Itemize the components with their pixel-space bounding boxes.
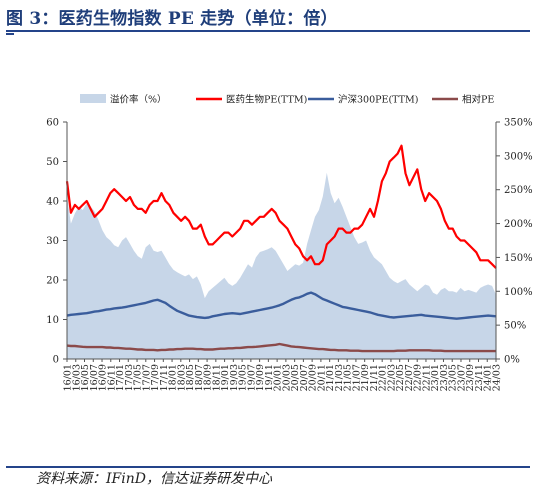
x-tick-label: 19/11	[264, 364, 275, 391]
x-tick-label: 23/05	[448, 364, 459, 391]
x-tick-label: 22/05	[395, 364, 406, 391]
x-tick-label: 20/03	[281, 364, 292, 391]
y-left-tick-label: 10	[46, 315, 59, 326]
x-tick-label: 17/03	[124, 364, 135, 391]
x-tick-label: 23/03	[439, 364, 450, 391]
x-tick-label: 22/11	[421, 364, 432, 391]
x-tick-label: 21/07	[351, 364, 362, 391]
y-right-tick-label: 50%	[504, 321, 526, 332]
x-tick-label: 22/01	[378, 364, 389, 391]
y-left-tick-label: 60	[46, 118, 59, 129]
x-tick-label: 22/03	[386, 364, 397, 391]
series-line-1	[65, 144, 497, 269]
x-tick-label: 20/07	[299, 364, 310, 391]
series-area-0	[67, 172, 496, 359]
x-tick-label: 18/05	[185, 364, 196, 391]
x-tick-label: 17/11	[159, 364, 170, 391]
x-tick-label: 17/01	[115, 364, 126, 391]
x-tick-label: 22/09	[413, 364, 424, 391]
title-rule	[6, 30, 530, 32]
y-right-tick-label: 350%	[504, 118, 533, 129]
y-left-tick-label: 0	[53, 355, 59, 366]
source-rule	[6, 466, 530, 468]
y-right-tick-label: 250%	[504, 185, 533, 196]
y-left-tick-label: 30	[46, 236, 59, 247]
series-line-3	[66, 342, 496, 353]
x-tick-label: 19/07	[246, 364, 257, 391]
x-tick-label: 19/03	[229, 364, 240, 391]
x-tick-label: 16/07	[89, 364, 100, 391]
x-tick-label: 19/09	[255, 364, 266, 391]
x-tick-label: 18/11	[211, 364, 222, 391]
x-tick-label: 18/03	[176, 364, 187, 391]
x-tick-label: 17/09	[150, 364, 161, 391]
y-left-tick-label: 40	[46, 197, 59, 208]
x-tick-label: 20/01	[273, 364, 284, 391]
y-right-tick-label: 0%	[504, 355, 520, 366]
x-tick-label: 21/03	[334, 364, 345, 391]
x-tick-label: 23/07	[456, 364, 467, 391]
x-tick-label: 21/01	[325, 364, 336, 391]
x-tick-label: 22/07	[404, 364, 415, 391]
x-tick-label: 17/05	[133, 364, 144, 391]
x-tick-label: 19/01	[220, 364, 231, 391]
x-tick-label: 23/09	[465, 364, 476, 391]
x-tick-label: 16/03	[71, 364, 82, 391]
legend-label-3: 相对PE	[462, 94, 494, 106]
legend-label-1: 医药生物PE(TTM)	[226, 94, 307, 106]
x-tick-label: 23/11	[474, 364, 485, 391]
x-tick-label: 16/01	[63, 364, 74, 391]
x-tick-label: 23/01	[430, 364, 441, 391]
x-tick-label: 19/05	[238, 364, 249, 391]
x-tick-label: 21/09	[360, 364, 371, 391]
x-tick-label: 24/01	[483, 364, 494, 391]
x-tick-label: 18/01	[168, 364, 179, 391]
x-tick-label: 17/07	[141, 364, 152, 391]
x-tick-label: 21/05	[343, 364, 354, 391]
figure-title: 图 3：医药生物指数 PE 走势（单位：倍）	[6, 9, 338, 29]
x-tick-label: 20/09	[308, 364, 319, 391]
series-line-2	[66, 291, 497, 320]
y-right-tick-label: 100%	[504, 287, 533, 298]
x-tick-label: 21/11	[369, 364, 380, 391]
y-left-tick-label: 50	[46, 157, 59, 168]
legend-label-0: 溢价率（%）	[110, 94, 167, 106]
x-tick-label: 20/05	[290, 364, 301, 391]
x-tick-label: 20/11	[316, 364, 327, 391]
source-note: 资料来源：IFinD，信达证券研发中心	[36, 471, 272, 487]
y-right-tick-label: 200%	[504, 219, 533, 230]
x-tick-label: 18/09	[203, 364, 214, 391]
x-tick-label: 16/11	[106, 364, 117, 391]
legend-swatch-0	[80, 94, 106, 103]
y-left-tick-label: 20	[46, 276, 59, 287]
x-tick-label: 18/07	[194, 364, 205, 391]
x-tick-label: 24/03	[492, 364, 503, 391]
y-right-tick-label: 150%	[504, 253, 533, 264]
y-right-tick-label: 300%	[504, 151, 533, 162]
x-tick-label: 16/09	[98, 364, 109, 391]
x-tick-label: 16/05	[80, 364, 91, 391]
top-dash	[6, 33, 14, 35]
legend-label-2: 沪深300PE(TTM)	[338, 94, 418, 106]
